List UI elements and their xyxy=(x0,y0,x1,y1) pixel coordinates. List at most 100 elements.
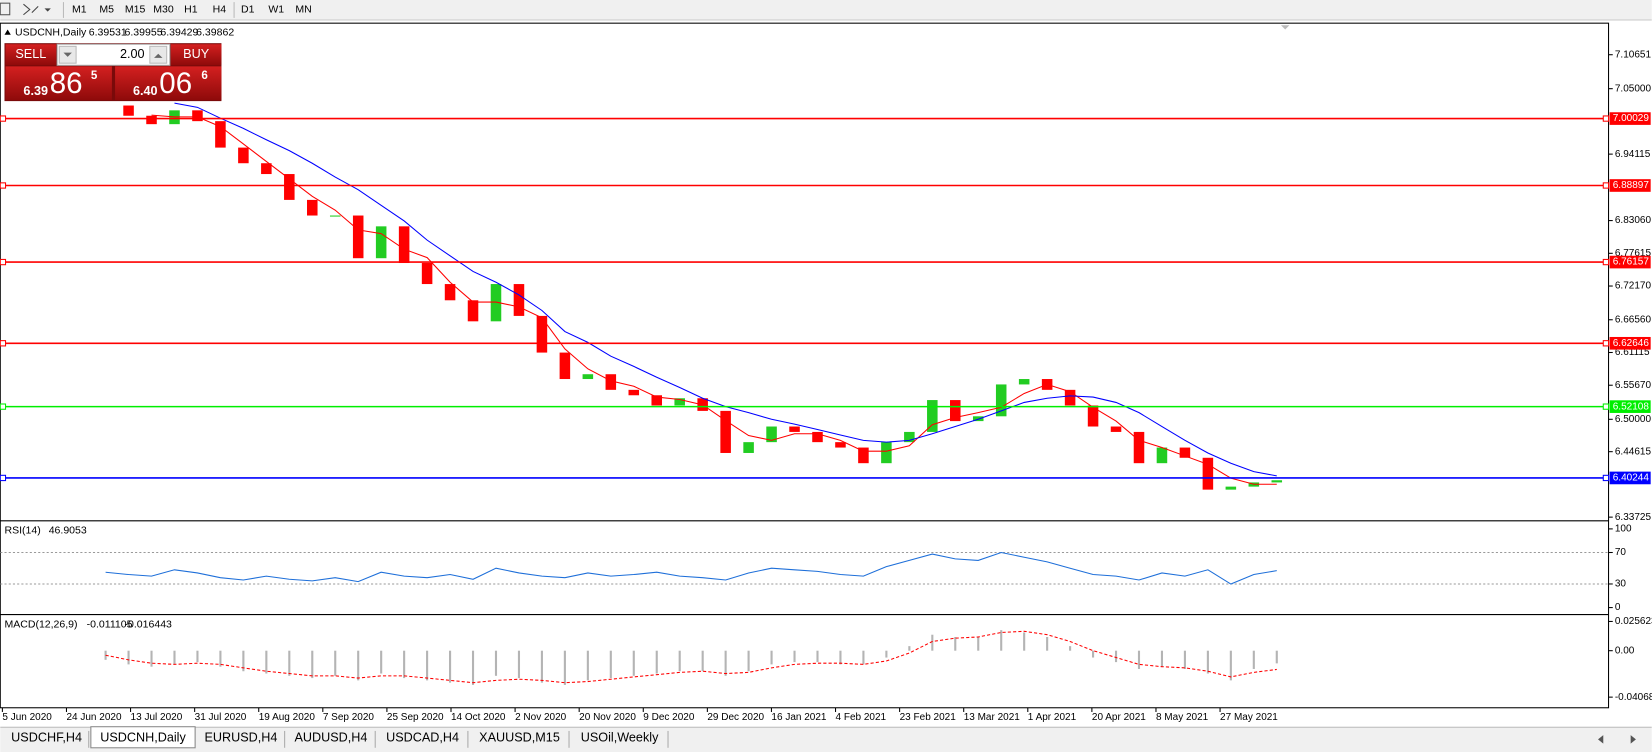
buy-button[interactable] xyxy=(170,44,222,66)
level-handle[interactable] xyxy=(0,403,7,410)
bull-candle xyxy=(674,398,685,406)
x-tick-label: 19 Aug 2020 xyxy=(259,712,316,723)
bear-candle xyxy=(1110,426,1122,432)
lots-value[interactable]: 2.00 xyxy=(120,47,145,61)
macd-bar xyxy=(173,650,176,665)
x-tick-label: 5 Jun 2020 xyxy=(2,712,52,723)
y-tick-label: 7.05000 xyxy=(1615,83,1652,94)
bid-box[interactable] xyxy=(5,66,112,101)
level-price-box xyxy=(1609,400,1651,413)
level-handle[interactable] xyxy=(1602,182,1610,189)
tab[interactable]: XAUUSD,M15 xyxy=(479,731,560,745)
timeframe-button[interactable]: H1 xyxy=(184,3,198,15)
level-price-box xyxy=(1609,471,1651,485)
level-handle[interactable] xyxy=(1602,115,1610,122)
bear-candle xyxy=(123,105,134,116)
macd-bar xyxy=(770,650,773,665)
tab[interactable]: USDCHF,H4 xyxy=(11,731,82,745)
macd-bar xyxy=(1092,650,1095,658)
macd-bar xyxy=(426,650,429,681)
one-click-trading: SELL 2.00 BUY 6.39 86 5 6.40 06 6 xyxy=(4,43,222,102)
tab[interactable]: USOil,Weekly xyxy=(581,731,659,745)
timeframe-button[interactable]: M1 xyxy=(72,3,87,15)
level-handle[interactable] xyxy=(1602,474,1610,482)
bear-candle xyxy=(858,447,869,464)
bear-candle xyxy=(789,426,800,432)
timeframe-button[interactable]: MN xyxy=(295,3,311,15)
x-tick-label: 20 Apr 2021 xyxy=(1092,712,1146,723)
sell-button[interactable] xyxy=(5,44,57,66)
dropdown-arrow[interactable] xyxy=(44,8,51,12)
level-price-box xyxy=(1609,179,1651,192)
bear-candle xyxy=(352,215,364,259)
timeframe-button[interactable]: H4 xyxy=(213,3,227,15)
tab[interactable]: EURUSD,H4 xyxy=(204,731,277,745)
ohlc-low: 6.39429 xyxy=(160,26,198,38)
level-handle[interactable] xyxy=(1602,340,1610,347)
y-tick-label: 6.55670 xyxy=(1615,380,1652,391)
bull-candle xyxy=(375,226,387,259)
bear-candle xyxy=(1087,405,1099,427)
timeframe-button[interactable]: M30 xyxy=(153,3,174,15)
tool-icon[interactable] xyxy=(0,2,11,16)
level-handle[interactable] xyxy=(1602,258,1610,266)
y-tick-label: 0 xyxy=(1615,602,1621,613)
tool-icon[interactable] xyxy=(23,3,39,16)
indicator-value: -0.011105 xyxy=(87,618,133,630)
tab-active xyxy=(90,726,196,749)
macd-bar xyxy=(816,650,819,663)
x-tick-label: 23 Feb 2021 xyxy=(900,712,957,723)
ohlc-close: 6.39862 xyxy=(196,26,234,38)
x-tick-label: 14 Oct 2020 xyxy=(451,712,506,723)
macd-bar xyxy=(127,650,130,665)
bear-candle xyxy=(192,110,203,122)
level-price-label: 6.76157 xyxy=(1613,257,1650,268)
tab[interactable]: AUDUSD,H4 xyxy=(295,731,368,745)
ask-box[interactable] xyxy=(115,66,222,101)
timeframe-button[interactable]: M15 xyxy=(125,3,146,15)
level-price-label: 6.88897 xyxy=(1613,180,1650,191)
bear-candle xyxy=(559,352,571,380)
timeframe-button[interactable]: D1 xyxy=(241,3,255,15)
y-tick-label: 7.10651 xyxy=(1615,49,1652,60)
y-tick-label: 0.025623 xyxy=(1615,616,1652,627)
macd-bar xyxy=(1046,636,1049,651)
macd-bar xyxy=(1252,650,1255,669)
macd-bar xyxy=(724,650,727,676)
bear-candle xyxy=(307,199,318,216)
level-handle[interactable] xyxy=(1602,403,1610,410)
symbol: USDCNH,Daily xyxy=(15,26,87,38)
tab[interactable]: USDCAD,H4 xyxy=(386,731,459,745)
level-handle[interactable] xyxy=(0,182,7,189)
indicator-value: 46.9053 xyxy=(49,525,87,537)
header-arrow[interactable] xyxy=(4,29,11,35)
y-tick-label: -0.040687 xyxy=(1615,692,1652,703)
macd-bar xyxy=(1114,650,1118,663)
bear-candle xyxy=(835,442,846,448)
bull-candle xyxy=(1271,480,1283,483)
timeframe-button[interactable]: W1 xyxy=(268,3,284,15)
level-handle[interactable] xyxy=(0,115,7,122)
x-tick-label: 7 Sep 2020 xyxy=(323,712,375,723)
bear-candle xyxy=(398,226,410,264)
macd-bar xyxy=(747,650,750,672)
bull-candle xyxy=(1018,379,1030,385)
level-handle[interactable] xyxy=(0,258,7,266)
bear-candle xyxy=(605,374,617,390)
tab[interactable]: USDCNH,Daily xyxy=(100,731,186,745)
timeframe-button[interactable]: M5 xyxy=(99,3,114,15)
lots-input[interactable] xyxy=(56,43,171,66)
chart-frame xyxy=(0,22,1610,709)
bull-candle xyxy=(1156,447,1168,464)
moving-average xyxy=(151,114,1277,485)
bear-candle xyxy=(467,300,479,322)
level-handle[interactable] xyxy=(0,340,7,347)
level-handle[interactable] xyxy=(0,474,7,482)
sell-label[interactable]: SELL xyxy=(15,47,46,61)
y-tick-label: 30 xyxy=(1615,579,1627,590)
x-tick-label: 25 Sep 2020 xyxy=(387,712,444,723)
y-tick-label: 6.83060 xyxy=(1615,215,1652,226)
buy-label[interactable]: BUY xyxy=(183,47,210,61)
y-tick-label: 6.72170 xyxy=(1615,281,1652,292)
macd-bar xyxy=(1275,650,1278,664)
